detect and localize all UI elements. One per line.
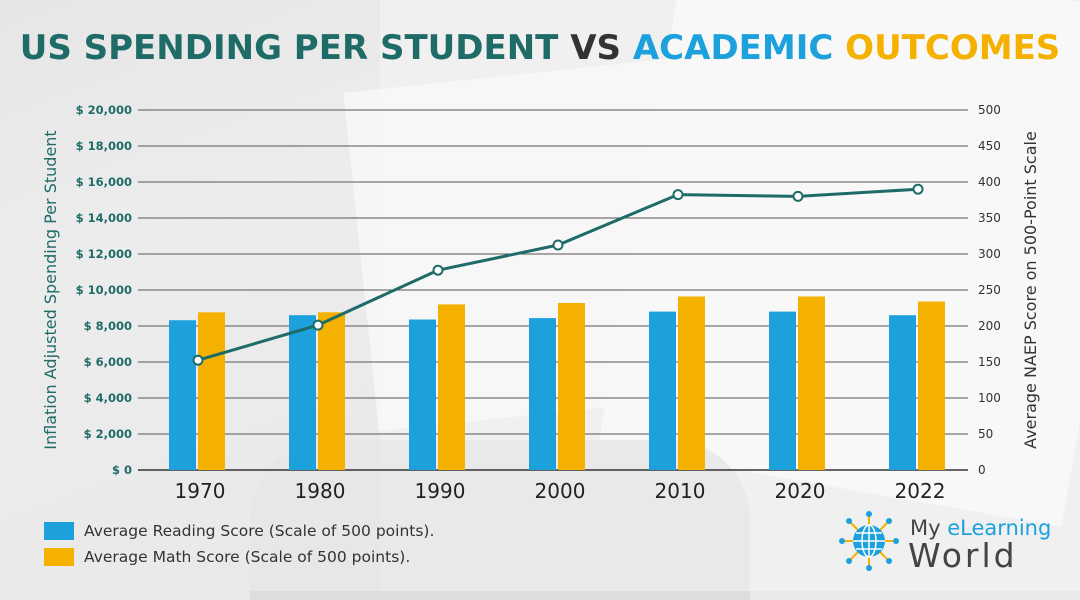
math-bar: [198, 312, 225, 470]
math-bar: [318, 312, 345, 470]
math-bar: [798, 296, 825, 470]
category-label: 2000: [535, 479, 586, 503]
category-label: 1970: [175, 479, 226, 503]
right-tick-label: 250: [978, 283, 1001, 297]
right-tick-label: 100: [978, 391, 1001, 405]
logo-line-1: My eLearning: [910, 516, 1051, 540]
title-part-outcomes: OUTCOMES: [845, 28, 1061, 68]
category-label: 1990: [415, 479, 466, 503]
left-tick-label: $ 8,000: [84, 319, 132, 333]
left-tick-label: $ 20,000: [76, 103, 132, 117]
right-tick-label: 150: [978, 355, 1001, 369]
math-bar: [558, 302, 585, 470]
title-part-spending: US SPENDING PER STUDENT: [19, 28, 559, 68]
reading-bar: [529, 318, 556, 470]
right-tick-label: 400: [978, 175, 1001, 189]
legend-swatch-reading: [44, 522, 74, 540]
right-tick-label: 300: [978, 247, 1001, 261]
legend-item-reading: Average Reading Score (Scale of 500 poin…: [44, 518, 434, 544]
reading-bar: [289, 315, 316, 470]
spending-point: [912, 183, 924, 195]
category-label: 2010: [655, 479, 706, 503]
legend: Average Reading Score (Scale of 500 poin…: [44, 518, 434, 570]
left-tick-label: $ 18,000: [76, 139, 132, 153]
right-tick-label: 500: [978, 103, 1001, 117]
globe-icon: [839, 511, 899, 571]
legend-item-math: Average Math Score (Scale of 500 points)…: [44, 544, 434, 570]
spending-point: [552, 239, 564, 251]
right-tick-label: 50: [978, 427, 993, 441]
spending-point: [432, 264, 444, 276]
spending-point: [312, 319, 324, 331]
category-label: 1980: [295, 479, 346, 503]
legend-label-math: Average Math Score (Scale of 500 points)…: [84, 548, 411, 566]
reading-bar: [769, 311, 796, 470]
math-bar: [918, 301, 945, 470]
reading-bar: [169, 320, 196, 470]
spending-point: [672, 189, 684, 201]
left-tick-label: $ 6,000: [84, 355, 132, 369]
left-tick-label: $ 16,000: [76, 175, 132, 189]
left-tick-label: $ 10,000: [76, 283, 132, 297]
right-tick-label: 200: [978, 319, 1001, 333]
math-bar: [678, 296, 705, 470]
logo-text-world: World: [908, 536, 1018, 575]
logo-text-my: My: [910, 516, 948, 540]
spending-point: [792, 190, 804, 202]
spending-point: [192, 354, 204, 366]
reading-bar: [649, 311, 676, 470]
right-tick-label: 0: [978, 463, 986, 477]
title-part-vs: VS: [570, 28, 622, 68]
left-tick-label: $ 2,000: [84, 427, 132, 441]
bar-series: [169, 296, 945, 470]
right-tick-label: 450: [978, 139, 1001, 153]
title-part-academic: ACADEMIC: [632, 28, 834, 68]
reading-bar: [889, 315, 916, 470]
legend-swatch-math: [44, 548, 74, 566]
category-label: 2022: [895, 479, 946, 503]
left-tick-label: $ 14,000: [76, 211, 132, 225]
line-series: [192, 183, 924, 366]
left-axis: $ 0 $ 2,000 $ 4,000 $ 6,000 $ 8,000 $ 10,000 $…: [76, 103, 132, 477]
reading-bar: [409, 319, 436, 470]
logo-text-elearning: eLearning: [947, 516, 1052, 540]
left-tick-label: $ 12,000: [76, 247, 132, 261]
right-axis: 0 50 100 150 200 250 300 350 400 450 500: [978, 103, 1001, 477]
legend-label-reading: Average Reading Score (Scale of 500 poin…: [84, 522, 435, 540]
math-bar: [438, 304, 465, 470]
left-tick-label: $ 4,000: [84, 391, 132, 405]
category-label: 2020: [775, 479, 826, 503]
chart-title: US SPENDING PER STUDENT VS ACADEMIC OUTC…: [0, 28, 1080, 68]
left-tick-label: $ 0: [112, 463, 132, 477]
right-tick-label: 350: [978, 211, 1001, 225]
brand-logo: My eLearning World: [838, 510, 1051, 580]
y-axis-left-label: Inflation Adjusted Spending Per Student: [41, 130, 60, 449]
category-labels: 1970 1980 1990 2000 2010 2020 2022: [175, 479, 946, 503]
y-axis-right-label: Average NAEP Score on 500-Point Scale: [1021, 131, 1040, 449]
